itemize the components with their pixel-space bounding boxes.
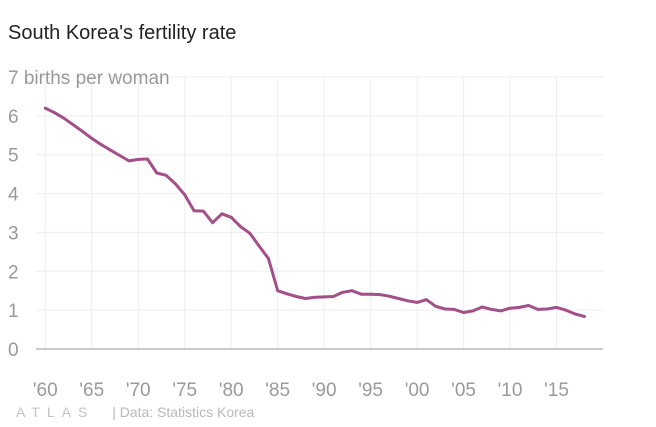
data-point [499,309,503,313]
y-tick-label: 7 births per woman [8,68,170,89]
data-point [239,225,242,229]
chart-title: South Korea's fertility rate [8,22,237,44]
data-point [62,116,66,120]
data-point [564,308,568,312]
data-point [257,244,261,248]
series-line [43,106,586,318]
data-point [434,304,438,308]
data-point [127,159,131,163]
data-point [53,111,56,115]
data-point [341,290,345,294]
data-point [155,171,159,175]
data-point [452,308,456,311]
y-tick-label: 1 [8,301,19,322]
y-tick-label: 6 [8,107,19,128]
data-point [443,307,447,311]
data-point [471,309,475,313]
data-point [555,306,558,309]
x-axis-ticks: '60 '65 '70 '75 '80 '85 '90 '95 '00 '05 '10 '15 [33,380,569,401]
y-tick-label: 4 [8,185,19,206]
y-tick-label: 0 [8,340,19,361]
data-point [332,295,335,298]
y-axis-ticks: 0 1 2 3 4 5 6 7 births per woman [8,68,170,361]
data-point [174,182,177,186]
data-point [573,312,577,316]
x-tick-label: '90 [312,380,337,401]
data-point [350,289,354,293]
data-point [285,292,289,296]
data-point [517,306,521,309]
x-tick-label: '60 [33,380,58,401]
x-tick-label: '80 [219,380,244,401]
data-point [136,158,140,161]
data-point [322,295,326,299]
data-point [276,289,280,293]
x-tick-label: '10 [498,380,523,401]
data-point [192,209,196,213]
data-point [201,209,205,213]
data-point [164,173,168,177]
data-point [378,293,382,296]
y-tick-label: 2 [8,262,19,283]
data-point [527,304,530,307]
x-tick-label: '65 [79,380,104,401]
data-point [109,148,112,152]
data-point [480,305,484,309]
data-point [304,297,307,300]
data-point [294,295,298,298]
x-tick-label: '75 [172,380,197,401]
data-point [313,295,317,299]
x-tick-label: '00 [405,380,430,401]
data-point [81,130,84,133]
x-tick-label: '85 [265,380,290,401]
y-tick-label: 5 [8,146,19,167]
data-point [490,308,493,311]
data-point [583,315,586,318]
atlas-logo: ATLAS [16,404,95,420]
data-point [406,299,410,303]
data-point [99,143,103,147]
data-point [359,292,363,296]
data-point [536,308,540,311]
x-tick-label: '15 [544,380,569,401]
data-point [425,298,428,302]
data-point [267,257,270,260]
source-note: | Data: Statistics Korea [112,404,255,420]
footer: ATLAS | Data: Statistics Korea [16,404,254,420]
data-point [369,292,372,296]
data-point [397,297,400,300]
series-layer [43,106,586,318]
data-point [90,137,94,140]
data-point [71,123,75,127]
data-point [508,306,512,310]
data-point [220,212,224,216]
x-tick-label: '95 [358,380,383,401]
data-point [462,311,465,314]
x-tick-label: '05 [451,380,476,401]
data-point [545,307,549,311]
data-point [415,301,419,304]
data-point [43,106,47,110]
data-point [229,215,233,219]
data-point [248,231,252,235]
data-point [211,221,215,225]
x-tick-label: '70 [126,380,151,401]
data-point [118,154,122,157]
data-point [146,157,149,161]
y-tick-label: 3 [8,223,19,244]
data-point [183,193,187,197]
data-point [387,294,391,298]
